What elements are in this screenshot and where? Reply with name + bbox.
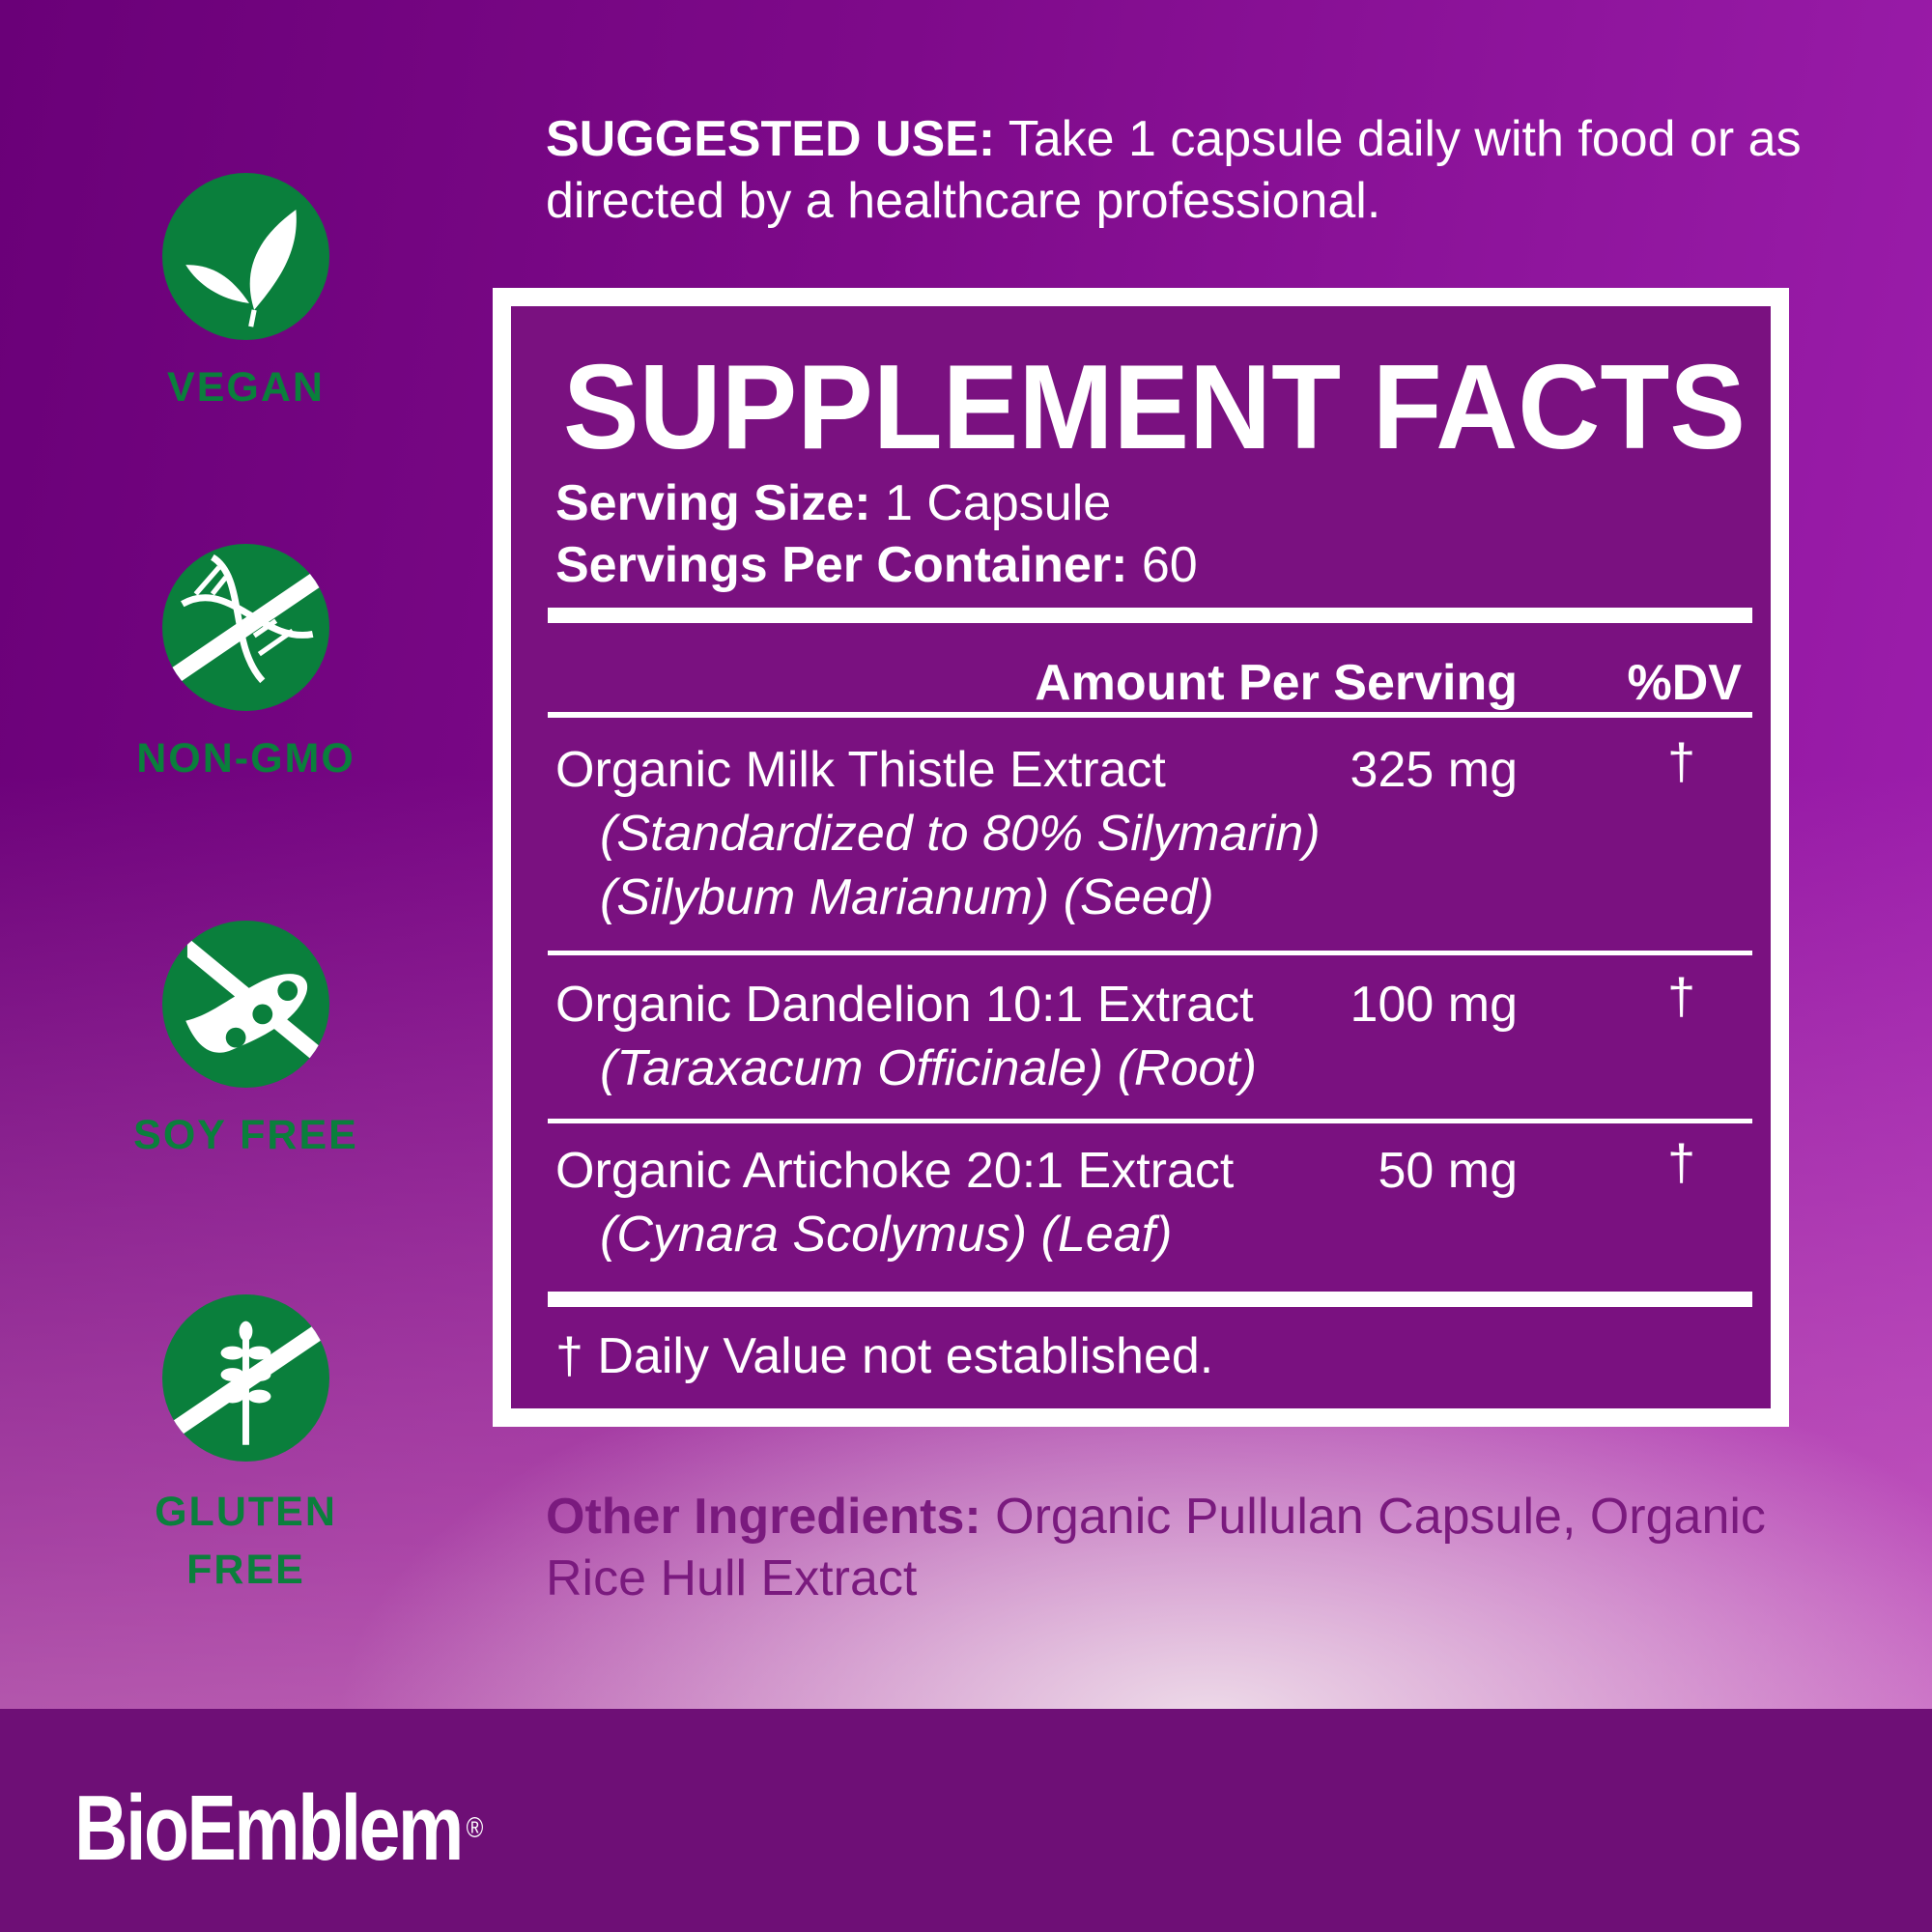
leaf-icon [162,173,329,340]
divider-thick [548,1292,1752,1307]
other-ingredients-text: Organic Pullulan Capsule, Organic Rice H… [546,1489,1766,1606]
panel-title: SUPPLEMENT FACTS [563,341,1746,474]
ingredient-dv: † [1667,734,1695,790]
divider [548,712,1752,718]
dv-header: %DV [1627,655,1742,711]
non-gmo-badge: NON-GMO [136,544,354,781]
gluten-free-badge: GLUTEN FREE [155,1294,335,1593]
dna-crossed-icon [162,544,329,711]
ingredient-amount: 50 mg [1378,1143,1518,1199]
brand-logo: BioEmblem ® [74,1776,483,1880]
wheat-crossed-icon [162,1294,329,1462]
ingredient-dv: † [1667,1135,1695,1191]
ingredient-detail: (Taraxacum Officinale) (Root) [600,1040,1258,1096]
badge-label-line2: FREE [186,1547,305,1593]
vegan-badge: VEGAN [162,173,329,411]
ingredient-amount: 325 mg [1350,742,1518,798]
ingredient-detail: (Cynara Scolymus) (Leaf) [600,1207,1173,1263]
soybean-crossed-icon [162,921,329,1088]
footer-band [0,1709,1932,1932]
ingredient-detail: (Standardized to 80% Silymarin) [600,806,1321,862]
ingredient-dv: † [1667,969,1695,1025]
serving-size: Serving Size: 1 Capsule [555,475,1112,531]
ingredient-name: Organic Milk Thistle Extract [555,742,1166,798]
suggested-use-text: Take 1 capsule daily with food or as dir… [546,111,1802,229]
other-ingredients-label: Other Ingredients: [546,1489,981,1545]
divider [548,1119,1752,1123]
divider [548,951,1752,955]
supplement-facts-panel: SUPPLEMENT FACTS Serving Size: 1 Capsule… [493,288,1789,1427]
amount-per-serving-header: Amount Per Serving [1035,655,1518,711]
badge-label: SOY FREE [133,1112,358,1158]
ingredient-amount: 100 mg [1350,977,1518,1033]
ingredient-name: Organic Artichoke 20:1 Extract [555,1143,1235,1199]
ingredient-name: Organic Dandelion 10:1 Extract [555,977,1254,1033]
footnote: † Daily Value not established. [555,1328,1214,1384]
badge-label: NON-GMO [136,735,355,781]
servings-per-container: Servings Per Container: 60 [555,537,1198,593]
ingredient-detail: (Silybum Marianum) (Seed) [600,869,1214,925]
suggested-use: SUGGESTED USE: Take 1 capsule daily with… [546,108,1802,232]
badge-label: VEGAN [167,364,325,411]
other-ingredients: Other Ingredients: Organic Pullulan Caps… [546,1486,1802,1609]
badge-label-line1: GLUTEN [155,1489,337,1535]
suggested-use-label: SUGGESTED USE: [546,111,996,167]
soy-free-badge: SOY FREE [133,921,356,1158]
divider-thick [548,608,1752,623]
